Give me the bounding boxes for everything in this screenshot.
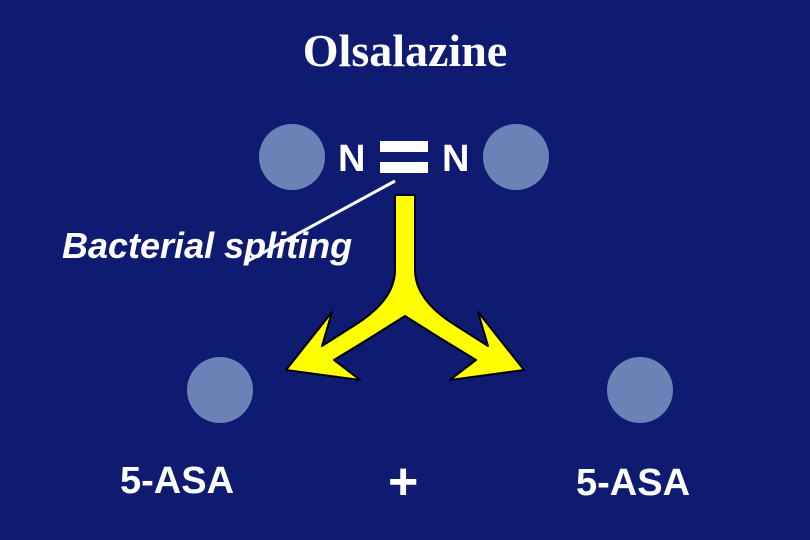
slide-title: Olsalazine (0, 24, 810, 77)
top-right-molecule-circle (483, 124, 549, 190)
asa-label-right: 5-ASA (576, 462, 690, 505)
n-label-right: N (442, 138, 469, 181)
top-left-molecule-circle (259, 124, 325, 190)
bottom-right-molecule-circle (607, 357, 673, 423)
split-arrow-icon (286, 195, 524, 380)
bottom-left-molecule-circle (187, 357, 253, 423)
n-label-left: N (338, 138, 365, 181)
slide: Olsalazine N N Bacterial spliting 5-ASA … (0, 0, 810, 540)
double-bond-icon (380, 141, 428, 173)
bacterial-splitting-label: Bacterial spliting (62, 225, 352, 267)
asa-label-left: 5-ASA (120, 460, 234, 503)
plus-label: + (388, 452, 418, 512)
